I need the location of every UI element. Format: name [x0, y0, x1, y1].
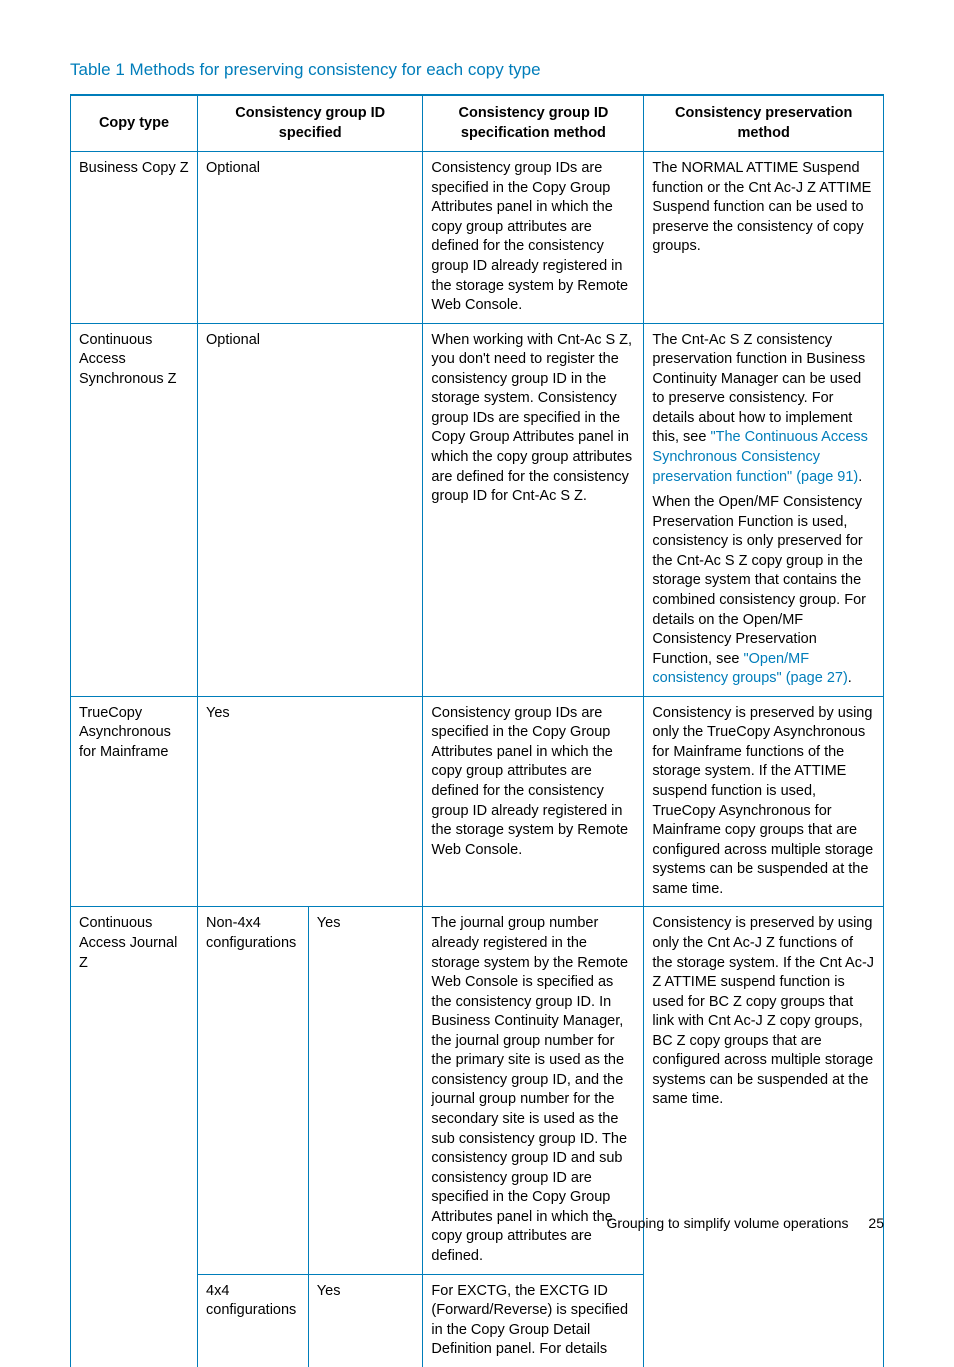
cell-spec: Yes: [198, 696, 423, 907]
page: Table 1 Methods for preserving consisten…: [0, 0, 954, 1271]
preserve-text: When the Open/MF Consistency Preservatio…: [652, 494, 866, 667]
page-number: 25: [868, 1215, 884, 1231]
col-preserve: Consistency preservation method: [644, 95, 884, 152]
cell-spec: Yes: [308, 907, 423, 1274]
table-title: Table 1 Methods for preserving consisten…: [70, 60, 884, 80]
page-footer: Grouping to simplify volume operations 2…: [607, 1215, 884, 1231]
table-row: Business Copy Z Optional Consistency gro…: [71, 152, 884, 324]
cell-method: For EXCTG, the EXCTG ID (Forward/Reverse…: [423, 1274, 644, 1367]
cell-preserve: Consistency is preserved by using only t…: [644, 696, 884, 907]
cell-preserve: Consistency is preserved by using only t…: [644, 907, 884, 1367]
cell-copytype: TrueCopy Asynchronous for Mainframe: [71, 696, 198, 907]
table-row: TrueCopy Asynchronous for Mainframe Yes …: [71, 696, 884, 907]
cell-preserve: The NORMAL ATTIME Suspend function or th…: [644, 152, 884, 324]
col-spec: Consistency group ID specified: [198, 95, 423, 152]
cell-spec: Optional: [198, 152, 423, 324]
preserve-text: .: [858, 469, 862, 485]
table-row: Continuous Access Synchronous Z Optional…: [71, 323, 884, 696]
col-method: Consistency group ID specification metho…: [423, 95, 644, 152]
cell-method: When working with Cnt-Ac S Z, you don't …: [423, 323, 644, 696]
cell-preserve: The Cnt-Ac S Z consistency preservation …: [644, 323, 884, 696]
cell-method: Consistency group IDs are specified in t…: [423, 152, 644, 324]
cell-copytype: Continuous Access Synchronous Z: [71, 323, 198, 696]
preserve-text: .: [848, 670, 852, 686]
cell-spec: Optional: [198, 323, 423, 696]
cell-subconfig: Non-4x4 configurations: [198, 907, 309, 1274]
cell-copytype: Business Copy Z: [71, 152, 198, 324]
cell-copytype: Continuous Access Journal Z: [71, 907, 198, 1367]
footer-text: Grouping to simplify volume operations: [607, 1215, 849, 1231]
table-header-row: Copy type Consistency group ID specified…: [71, 95, 884, 152]
consistency-table: Copy type Consistency group ID specified…: [70, 94, 884, 1367]
cell-subconfig: 4x4 configurations: [198, 1274, 309, 1367]
col-copy-type: Copy type: [71, 95, 198, 152]
cell-spec: Yes: [308, 1274, 423, 1367]
cell-method: Consistency group IDs are specified in t…: [423, 696, 644, 907]
